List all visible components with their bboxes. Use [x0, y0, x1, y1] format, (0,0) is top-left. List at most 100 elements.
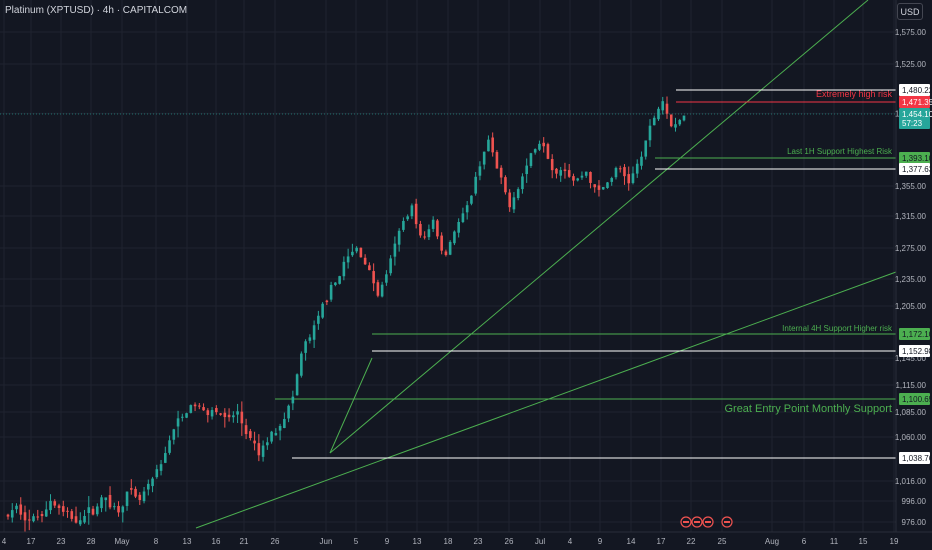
price-tick-label: 996.00 — [902, 497, 927, 506]
candle-body — [240, 411, 244, 424]
candle-body — [508, 192, 511, 208]
time-tick-label: 9 — [598, 537, 603, 546]
candle-body — [129, 488, 133, 490]
time-tick-label: 26 — [271, 537, 280, 546]
chart-title: Platinum (XPTUSD) · 4h · CAPITALCOM — [5, 5, 188, 16]
candle-body — [261, 445, 265, 457]
candle-body — [210, 410, 214, 417]
annotations: Extremely high risk Last 1H Support Highe… — [724, 89, 893, 415]
candle-body — [23, 512, 27, 521]
candle-body — [461, 213, 465, 223]
price-label-text: 57:23 — [902, 119, 923, 128]
candle-body — [70, 511, 74, 519]
candle-body — [644, 140, 648, 157]
annotation-label: Extremely high risk — [816, 89, 893, 99]
candle-body — [223, 412, 227, 418]
candle-body — [312, 325, 316, 340]
trendline-steep — [329, 0, 869, 454]
candle-body — [482, 151, 486, 165]
currency-button[interactable]: USD — [897, 3, 923, 20]
candle-body — [678, 120, 682, 125]
time-tick-label: 19 — [890, 537, 899, 546]
price-label-box — [899, 84, 930, 96]
price-label-box — [899, 117, 930, 129]
candle-body — [533, 149, 537, 153]
time-tick-label: 23 — [57, 537, 66, 546]
candle-body — [308, 337, 312, 341]
candle-body — [470, 195, 473, 204]
time-tick-label: 17 — [657, 537, 666, 546]
candle-body — [389, 258, 392, 274]
price-label-box — [899, 345, 930, 357]
time-tick-label: 16 — [212, 537, 221, 546]
economic-event-icon-mark — [724, 521, 730, 523]
time-tick-label: 25 — [718, 537, 727, 546]
time-tick-label: 13 — [413, 537, 422, 546]
candle-body — [567, 170, 571, 177]
candle-body — [164, 453, 167, 463]
time-tick-label: 5 — [354, 537, 359, 546]
price-levels — [0, 89, 896, 459]
candle-body — [15, 505, 18, 510]
candle-body — [542, 142, 545, 147]
trendline-early — [329, 357, 373, 454]
economic-event-icon-mark — [683, 521, 689, 523]
candle-body — [95, 506, 99, 515]
time-tick-label: 13 — [183, 537, 192, 546]
candle-body — [665, 103, 669, 114]
candle-body — [419, 223, 422, 236]
candle-body — [525, 165, 528, 175]
candle-body — [606, 182, 609, 188]
candle-body — [202, 407, 205, 411]
candle-body — [648, 125, 652, 141]
candle-body — [287, 405, 290, 419]
candle-body — [363, 257, 367, 265]
candle-body — [597, 185, 601, 190]
price-tick-label: 1,235.00 — [895, 275, 927, 284]
candle-body — [10, 510, 14, 518]
candle-body — [640, 156, 643, 166]
candle-body — [601, 187, 605, 190]
price-label-text: 1,393.10 — [902, 154, 932, 163]
candle-body — [610, 178, 614, 182]
price-tick-label: 1,085.00 — [895, 408, 927, 417]
time-tick-label: Jun — [320, 537, 333, 546]
candle-body — [304, 341, 307, 353]
candle-body — [74, 516, 78, 523]
candle-body — [402, 220, 405, 230]
candle-body — [495, 152, 499, 169]
candle-body — [270, 431, 273, 442]
candle-body — [6, 514, 10, 517]
time-tick-label: 14 — [627, 537, 636, 546]
candle-body — [385, 274, 388, 283]
candle-body — [576, 178, 580, 181]
price-label-text: 1,100.65 — [902, 395, 932, 404]
candle-body — [338, 276, 341, 284]
price-label-box — [899, 96, 930, 108]
candle-body — [266, 442, 269, 446]
candle-body — [376, 282, 380, 296]
candle-body — [397, 230, 401, 245]
candle-body — [193, 404, 197, 407]
candle-body — [444, 251, 448, 256]
candle-body — [278, 426, 282, 431]
candle-body — [257, 443, 261, 456]
candle-body — [283, 419, 286, 429]
time-tick-label: Jul — [535, 537, 545, 546]
time-tick-label: May — [114, 537, 129, 546]
candle-body — [623, 167, 626, 177]
price-tick-label: 1,355.00 — [895, 182, 927, 191]
candle-body — [499, 167, 503, 178]
time-tick-label: 8 — [154, 537, 159, 546]
candle-body — [236, 411, 239, 415]
candle-body — [563, 169, 567, 172]
price-tick-label: 1,205.00 — [895, 302, 927, 311]
candle-body — [134, 488, 137, 497]
candle-body — [487, 139, 490, 152]
candle-body — [380, 284, 384, 297]
candle-body — [346, 256, 350, 263]
time-tick-label: 4 — [568, 537, 573, 546]
price-tick-label: 1,275.00 — [895, 244, 927, 253]
economic-event-icon-mark — [705, 521, 711, 523]
